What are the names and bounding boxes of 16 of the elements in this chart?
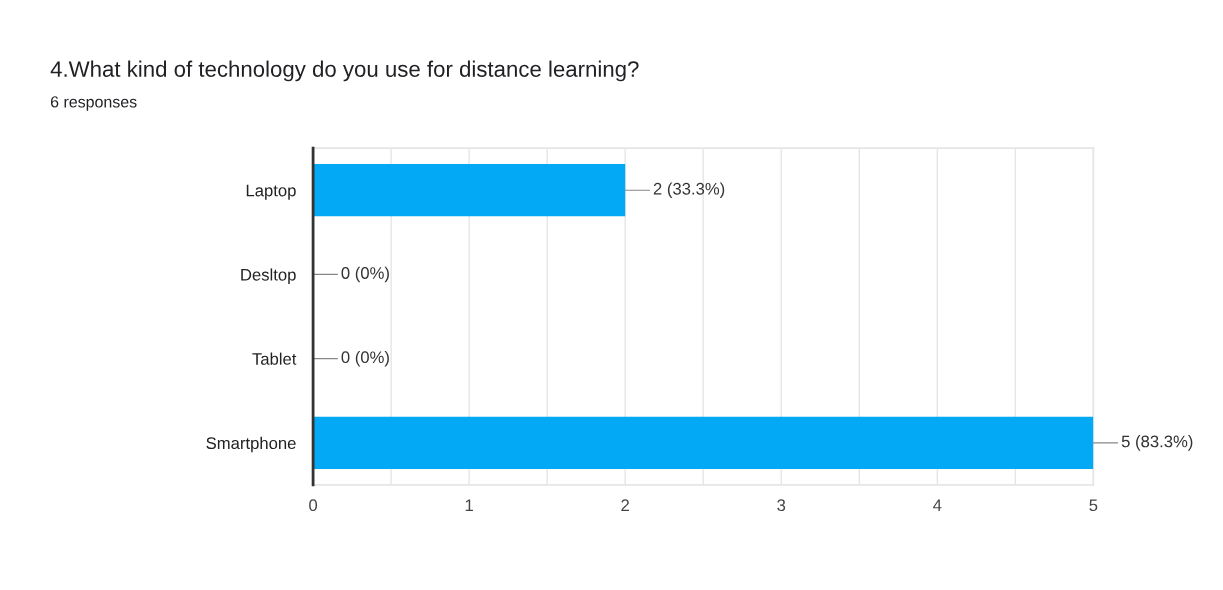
data-label: 0 (0%): [341, 266, 389, 283]
text: 6 responses: [50, 96, 137, 111]
y-tick-label: Smartphone: [206, 436, 296, 453]
x-tick-label: 3: [777, 499, 786, 512]
x-tick-label: 2: [621, 499, 629, 511]
y-tick-label: Laptop: [246, 184, 296, 200]
x-tick-label: 4: [933, 499, 942, 511]
chart-title: 4.What kind of technology do you use for distance learning?: [50, 60, 639, 82]
data-label: 5 (83.3%): [1121, 435, 1193, 451]
y-tick-label: Tablet: [252, 352, 297, 365]
data-label: 2 (33.3%): [653, 182, 725, 198]
y-tick-label: Desltop: [241, 268, 296, 284]
x-tick-label: 0: [309, 499, 318, 512]
x-tick-label: 5: [1089, 499, 1098, 512]
data-label: 0 (0%): [341, 350, 389, 367]
x-tick-label: 1: [465, 499, 473, 511]
